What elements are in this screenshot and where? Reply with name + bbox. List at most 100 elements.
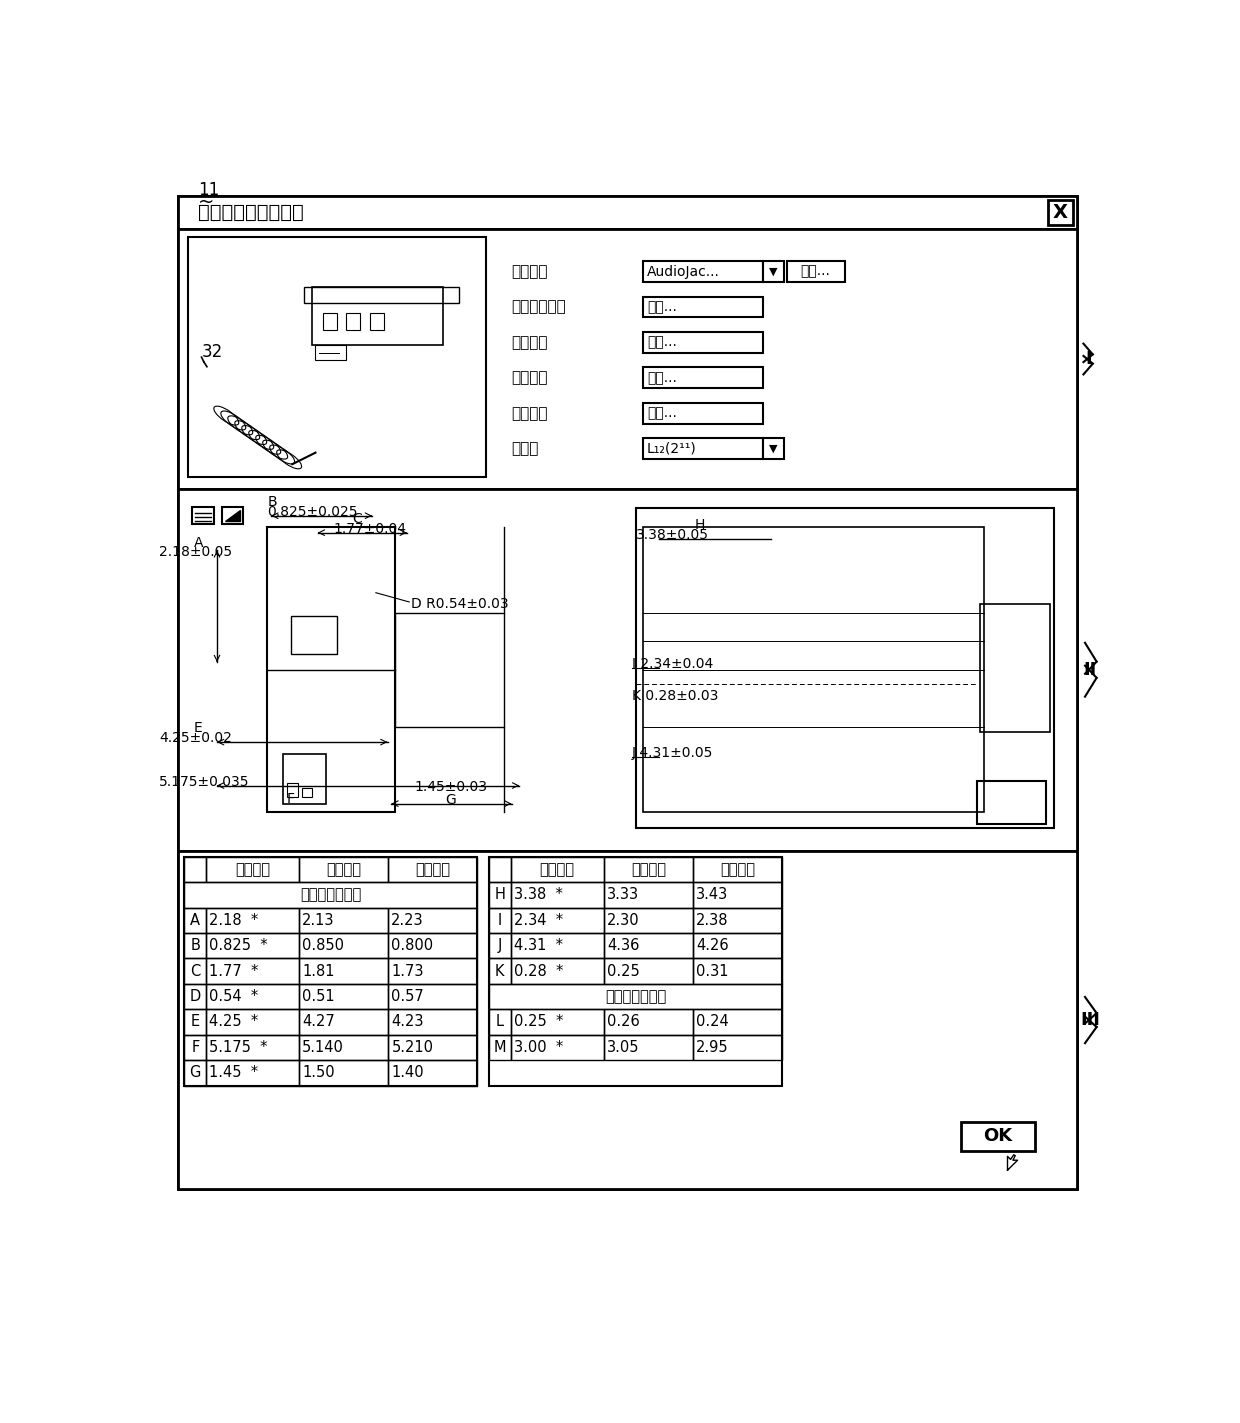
Text: I: I bbox=[497, 914, 502, 928]
Bar bbox=[489, 857, 782, 1086]
Text: 4.23: 4.23 bbox=[392, 1015, 424, 1029]
Bar bbox=[304, 287, 459, 303]
Text: L₁₂(2¹¹): L₁₂(2¹¹) bbox=[647, 441, 697, 455]
Text: 公差下限: 公差下限 bbox=[415, 862, 450, 877]
Text: 1.77  *: 1.77 * bbox=[210, 963, 259, 979]
Bar bbox=[299, 1035, 388, 1060]
Bar bbox=[693, 959, 782, 983]
Text: 1.73: 1.73 bbox=[392, 963, 424, 979]
Text: 3.38  *: 3.38 * bbox=[513, 888, 563, 902]
Text: 关键尺寸: 关键尺寸 bbox=[236, 862, 270, 877]
Bar bbox=[604, 1035, 693, 1060]
Bar bbox=[644, 296, 764, 317]
Text: 杂音因子与水平: 杂音因子与水平 bbox=[605, 989, 666, 1005]
Text: 2.18  *: 2.18 * bbox=[210, 914, 258, 928]
Text: 1.45  *: 1.45 * bbox=[210, 1066, 258, 1080]
Text: J 4.31±0.05: J 4.31±0.05 bbox=[631, 747, 713, 760]
Bar bbox=[388, 857, 477, 882]
Bar bbox=[299, 857, 388, 882]
Bar bbox=[185, 857, 206, 882]
Bar bbox=[206, 983, 299, 1009]
Text: 选项...: 选项... bbox=[647, 407, 677, 420]
Bar bbox=[179, 851, 1078, 1190]
Bar bbox=[346, 313, 361, 330]
Bar bbox=[179, 488, 1078, 851]
Bar bbox=[511, 857, 604, 882]
Bar bbox=[511, 1009, 604, 1035]
Bar bbox=[299, 1009, 388, 1035]
Bar bbox=[644, 332, 764, 353]
Bar bbox=[185, 882, 477, 908]
Text: M: M bbox=[494, 1040, 506, 1054]
Bar bbox=[299, 1060, 388, 1086]
Bar bbox=[311, 287, 444, 346]
Bar bbox=[511, 908, 604, 933]
Bar bbox=[206, 857, 299, 882]
Bar bbox=[290, 616, 337, 655]
Bar bbox=[185, 908, 206, 933]
Text: B: B bbox=[191, 938, 200, 953]
Bar bbox=[489, 857, 511, 882]
Bar bbox=[693, 857, 782, 882]
Text: 控制因子与水平: 控制因子与水平 bbox=[300, 888, 362, 902]
Text: 0.825±0.025: 0.825±0.025 bbox=[268, 505, 358, 519]
Text: 11: 11 bbox=[197, 181, 219, 199]
Bar bbox=[693, 1009, 782, 1035]
Text: 2.13: 2.13 bbox=[303, 914, 335, 928]
Bar bbox=[977, 781, 1047, 824]
Text: III: III bbox=[1080, 1012, 1100, 1029]
Text: 4.25  *: 4.25 * bbox=[210, 1015, 258, 1029]
Text: 0.25  *: 0.25 * bbox=[513, 1015, 563, 1029]
Bar bbox=[489, 933, 511, 959]
Bar bbox=[489, 908, 511, 933]
Bar bbox=[286, 783, 299, 797]
Bar bbox=[187, 238, 486, 477]
Text: 2.95: 2.95 bbox=[696, 1040, 729, 1054]
Text: II: II bbox=[1084, 660, 1097, 679]
Bar bbox=[489, 983, 782, 1009]
Text: 2.34  *: 2.34 * bbox=[513, 914, 563, 928]
Bar bbox=[388, 1035, 477, 1060]
Bar bbox=[222, 507, 243, 524]
Bar bbox=[206, 1060, 299, 1086]
Bar bbox=[786, 262, 844, 282]
Bar bbox=[604, 959, 693, 983]
Text: 1.45±0.03: 1.45±0.03 bbox=[414, 780, 487, 794]
Text: 选择模型: 选择模型 bbox=[511, 265, 548, 279]
Bar bbox=[179, 196, 1078, 229]
Bar bbox=[315, 346, 346, 360]
Text: 32: 32 bbox=[201, 343, 223, 361]
Text: 上传...: 上传... bbox=[800, 265, 831, 279]
Bar bbox=[693, 882, 782, 908]
Text: 3.33: 3.33 bbox=[606, 888, 639, 902]
Text: 4.31  *: 4.31 * bbox=[513, 938, 563, 953]
Text: 5.175  *: 5.175 * bbox=[210, 1040, 268, 1054]
Text: 关键尺寸: 关键尺寸 bbox=[539, 862, 574, 877]
Text: J: J bbox=[497, 938, 502, 953]
Bar bbox=[303, 787, 311, 797]
Bar bbox=[206, 1009, 299, 1035]
Text: I: I bbox=[1085, 350, 1092, 369]
Bar bbox=[268, 528, 396, 813]
Bar bbox=[206, 908, 299, 933]
Bar bbox=[388, 933, 477, 959]
Bar bbox=[511, 882, 604, 908]
Bar bbox=[604, 933, 693, 959]
Text: 4.36: 4.36 bbox=[606, 938, 639, 953]
Bar bbox=[185, 933, 206, 959]
Text: H: H bbox=[694, 518, 704, 532]
Bar bbox=[185, 1035, 206, 1060]
Text: 1.40: 1.40 bbox=[392, 1066, 424, 1080]
Text: 1.81: 1.81 bbox=[303, 963, 335, 979]
Text: 直交表: 直交表 bbox=[511, 441, 539, 457]
Bar bbox=[511, 959, 604, 983]
Text: 0.54  *: 0.54 * bbox=[210, 989, 258, 1005]
Text: ▼: ▼ bbox=[769, 266, 777, 276]
Bar bbox=[185, 857, 477, 1086]
Text: AudioJac...: AudioJac... bbox=[647, 265, 720, 279]
Text: H: H bbox=[495, 888, 506, 902]
Bar bbox=[604, 908, 693, 933]
Text: 5.210: 5.210 bbox=[392, 1040, 433, 1054]
Bar bbox=[644, 403, 764, 424]
Bar bbox=[388, 1009, 477, 1035]
